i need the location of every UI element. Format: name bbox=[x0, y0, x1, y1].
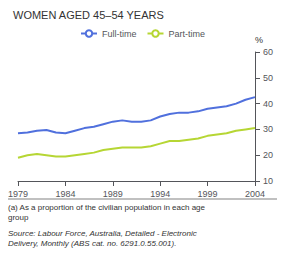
svg-text:WOMEN AGED 45–54 YEARS: WOMEN AGED 45–54 YEARS bbox=[13, 9, 164, 21]
svg-text:50: 50 bbox=[263, 73, 273, 83]
svg-text:Source: Labour Force, Australi: Source: Labour Force, Australia, Detaile… bbox=[8, 229, 197, 238]
svg-text:1989: 1989 bbox=[103, 189, 123, 199]
svg-text:30: 30 bbox=[263, 124, 273, 134]
svg-text:40: 40 bbox=[263, 99, 273, 109]
svg-text:Part-time: Part-time bbox=[168, 29, 205, 39]
svg-text:20: 20 bbox=[263, 150, 273, 160]
svg-text:1984: 1984 bbox=[55, 189, 75, 199]
svg-text:(a) As a proportion of the civ: (a) As a proportion of the civilian popu… bbox=[8, 203, 206, 212]
svg-text:Full-time: Full-time bbox=[102, 29, 137, 39]
svg-text:1994: 1994 bbox=[150, 189, 170, 199]
svg-text:Delivery, Monthly (ABS cat. no: Delivery, Monthly (ABS cat. no. 6291.0.5… bbox=[8, 239, 176, 248]
svg-text:%: % bbox=[255, 35, 263, 45]
svg-text:1999: 1999 bbox=[198, 189, 218, 199]
svg-text:60: 60 bbox=[263, 47, 273, 57]
svg-text:10: 10 bbox=[263, 176, 273, 186]
svg-text:1979: 1979 bbox=[8, 189, 28, 199]
svg-text:2004: 2004 bbox=[245, 189, 265, 199]
svg-text:group: group bbox=[8, 213, 29, 222]
